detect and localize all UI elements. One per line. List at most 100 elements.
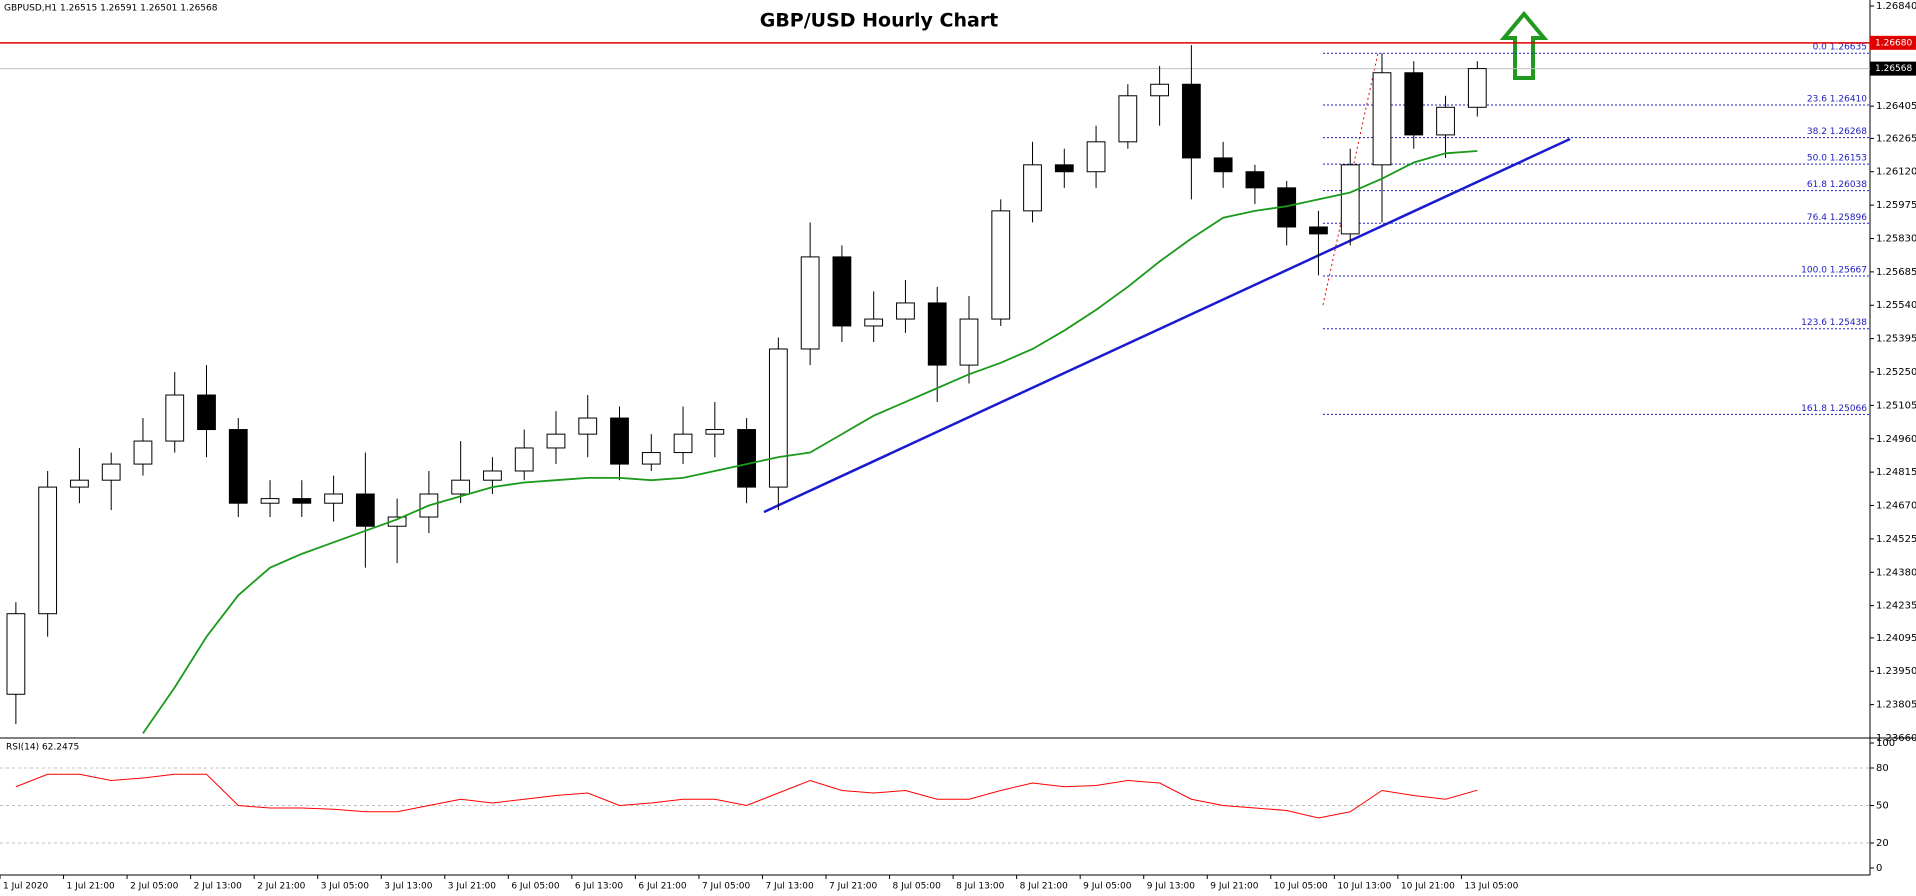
- candle-body: [864, 318, 884, 327]
- y-tick-label: 1.24670: [1876, 501, 1916, 512]
- candle-body: [1150, 83, 1170, 97]
- x-tick-label: 6 Jul 05:00: [511, 882, 560, 892]
- y-tick-label: 1.23805: [1876, 700, 1916, 711]
- candle-body: [355, 493, 375, 527]
- y-tick-label: 1.26120: [1876, 167, 1916, 178]
- candle-body: [1309, 226, 1328, 235]
- resistance-label: 1.26680: [1875, 38, 1912, 48]
- x-tick-label: 9 Jul 21:00: [1210, 882, 1259, 892]
- y-tick-label: 1.24235: [1876, 601, 1916, 612]
- candle-body: [1340, 164, 1360, 235]
- fib-label: 123.6 1.25438: [1801, 318, 1867, 328]
- candle-body: [737, 429, 756, 488]
- candle-body: [38, 486, 58, 615]
- candle-body: [197, 394, 216, 431]
- candle-body: [165, 394, 185, 442]
- candle-body: [641, 452, 661, 465]
- x-tick-label: 13 Jul 05:00: [1464, 882, 1518, 892]
- rsi-tick-label: 100: [1876, 738, 1895, 749]
- x-tick-label: 10 Jul 21:00: [1401, 882, 1455, 892]
- y-tick-label: 1.25685: [1876, 267, 1916, 278]
- y-tick-label: 1.23950: [1876, 666, 1916, 677]
- candle-body: [1023, 164, 1042, 212]
- y-tick-label: 1.25830: [1876, 233, 1916, 244]
- candle-body: [800, 256, 820, 350]
- y-tick-label: 1.24095: [1876, 633, 1916, 644]
- candle-body: [991, 210, 1011, 320]
- x-tick-label: 3 Jul 21:00: [448, 882, 497, 892]
- x-tick-label: 7 Jul 05:00: [702, 882, 751, 892]
- y-tick-label: 1.26265: [1876, 133, 1916, 144]
- y-tick-label: 1.23660: [1876, 733, 1916, 744]
- candle-body: [546, 433, 566, 449]
- candle-body: [1372, 72, 1392, 166]
- x-tick-label: 2 Jul 13:00: [194, 882, 243, 892]
- candle-body: [768, 348, 788, 488]
- fib-label: 161.8 1.25066: [1801, 404, 1867, 414]
- x-tick-label: 3 Jul 13:00: [384, 882, 433, 892]
- candle-body: [673, 433, 693, 454]
- candle-body: [1245, 171, 1265, 189]
- candle-body: [1181, 83, 1201, 159]
- fib-label: 50.0 1.26153: [1807, 154, 1867, 164]
- x-tick-label: 1 Jul 2020: [3, 882, 48, 892]
- last-price-box: [1870, 61, 1916, 76]
- candle-body: [483, 470, 502, 481]
- candle-body: [228, 429, 248, 504]
- x-tick-label: 8 Jul 21:00: [1020, 882, 1069, 892]
- trendline: [763, 137, 1571, 514]
- rsi-tick-label: 0: [1876, 863, 1882, 874]
- candle-body: [578, 417, 598, 435]
- fib-label: 0.0 1.26635: [1813, 43, 1867, 53]
- candle-body: [6, 613, 26, 695]
- candle-body: [1086, 141, 1106, 173]
- x-tick-label: 6 Jul 13:00: [575, 882, 624, 892]
- candle-body: [1054, 164, 1074, 173]
- x-tick-label: 9 Jul 13:00: [1147, 882, 1196, 892]
- x-tick-label: 3 Jul 05:00: [321, 882, 370, 892]
- y-tick-label: 1.25975: [1876, 200, 1916, 211]
- x-tick-label: 6 Jul 21:00: [638, 882, 687, 892]
- candle-body: [610, 417, 629, 465]
- candle-body: [1213, 157, 1233, 173]
- candle-body: [705, 429, 725, 435]
- x-tick-label: 10 Jul 05:00: [1274, 882, 1328, 892]
- y-tick-label: 1.25395: [1876, 334, 1916, 345]
- fib-label: 38.2 1.26268: [1807, 127, 1867, 137]
- y-tick-label: 1.26405: [1876, 101, 1916, 112]
- candle-body: [70, 479, 89, 488]
- candle-body: [896, 302, 915, 320]
- x-tick-label: 8 Jul 05:00: [893, 882, 942, 892]
- resistance-box: [1870, 35, 1916, 50]
- candle-body: [959, 318, 979, 366]
- candle-body: [292, 498, 312, 504]
- chart-title: GBP/USD Hourly Chart: [760, 10, 999, 32]
- x-tick-label: 9 Jul 05:00: [1083, 882, 1132, 892]
- y-tick-label: 1.24960: [1876, 434, 1916, 445]
- moving-average: [142, 150, 1478, 734]
- y-tick-label: 1.26840: [1876, 1, 1916, 12]
- y-tick-label: 1.25105: [1876, 400, 1916, 411]
- fib-label: 100.0 1.25667: [1801, 266, 1867, 276]
- y-tick-label: 1.24380: [1876, 567, 1916, 578]
- candle-body: [514, 447, 534, 472]
- x-tick-label: 2 Jul 21:00: [257, 882, 306, 892]
- fib-label: 76.4 1.25896: [1807, 213, 1867, 223]
- candle-body: [260, 498, 280, 504]
- candle-body: [1118, 95, 1138, 143]
- x-tick-label: 1 Jul 21:00: [67, 882, 116, 892]
- candle-body: [1467, 68, 1487, 108]
- candle-body: [1436, 106, 1455, 136]
- x-tick-label: 10 Jul 13:00: [1337, 882, 1391, 892]
- y-tick-label: 1.24525: [1876, 534, 1916, 545]
- rsi-line: [15, 773, 1478, 819]
- symbol-header: GBPUSD,H1 1.26515 1.26591 1.26501 1.2656…: [4, 4, 218, 14]
- fib-label: 61.8 1.26038: [1807, 180, 1867, 190]
- fib-label: 23.6 1.26410: [1807, 94, 1867, 104]
- rsi-tick-label: 20: [1876, 838, 1889, 849]
- y-tick-label: 1.25250: [1876, 367, 1916, 378]
- up-arrow: [1499, 10, 1549, 80]
